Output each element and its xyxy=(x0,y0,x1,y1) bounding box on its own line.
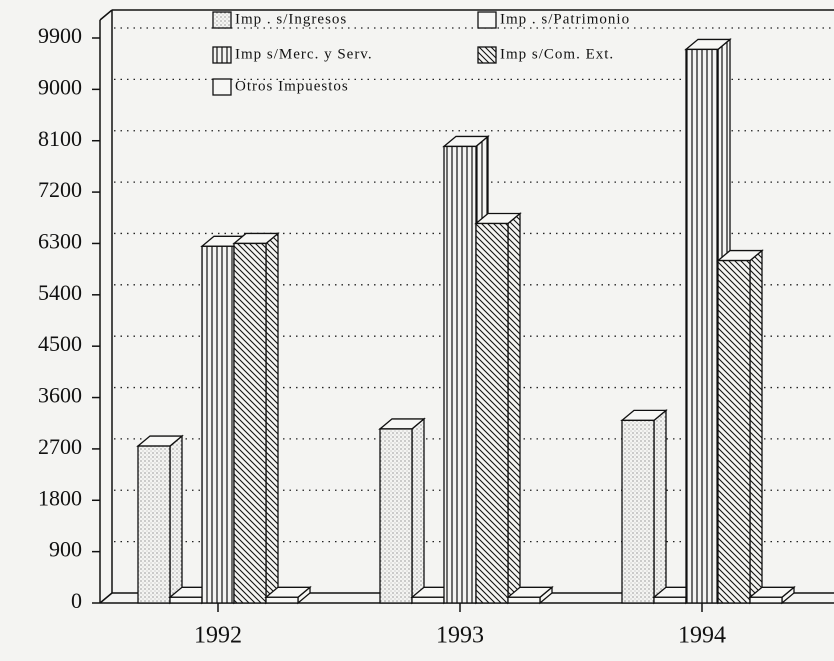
legend-label: Imp s/Merc. y Serv. xyxy=(235,46,373,62)
bar xyxy=(443,145,477,604)
bar xyxy=(411,596,445,604)
y-tick-label: 8100 xyxy=(38,126,82,151)
y-tick-label: 7200 xyxy=(38,177,82,202)
y-tick-label: 3600 xyxy=(38,383,82,408)
bar-side xyxy=(749,249,763,605)
legend-swatch xyxy=(212,11,232,29)
legend-swatch xyxy=(477,46,497,64)
y-tick-label: 5400 xyxy=(38,280,82,305)
legend-swatch xyxy=(477,11,497,29)
legend-label: Imp . s/Patrimonio xyxy=(500,11,630,27)
y-tick-label: 1800 xyxy=(38,485,82,510)
bar xyxy=(265,596,299,604)
y-tick-label: 4500 xyxy=(38,331,82,356)
legend-label: Imp s/Com. Ext. xyxy=(500,46,614,62)
bar xyxy=(685,48,719,604)
bar xyxy=(507,596,541,604)
x-tick-label: 1994 xyxy=(678,623,726,649)
bar-side xyxy=(411,417,425,605)
bar xyxy=(749,596,783,604)
x-tick-label: 1992 xyxy=(194,623,242,649)
bar xyxy=(379,428,413,604)
legend-swatch xyxy=(212,78,232,96)
y-tick-label: 9900 xyxy=(38,23,82,48)
bar xyxy=(621,419,655,604)
y-tick-label: 6300 xyxy=(38,229,82,254)
bar xyxy=(201,245,235,604)
bar xyxy=(653,596,687,604)
legend-swatch xyxy=(212,46,232,64)
bar xyxy=(169,596,203,604)
y-tick-label: 2700 xyxy=(38,434,82,459)
legend-label: Otros Impuestos xyxy=(235,78,349,94)
bar-side xyxy=(169,434,183,605)
bar xyxy=(233,242,267,604)
bar xyxy=(137,445,171,604)
bar-side xyxy=(265,232,279,605)
y-tick-label: 9000 xyxy=(38,74,82,99)
y-tick-label: 0 xyxy=(71,588,82,613)
bar xyxy=(475,222,509,604)
legend-label: Imp . s/Ingresos xyxy=(235,11,347,27)
bar-side xyxy=(507,212,521,605)
bar xyxy=(717,259,751,604)
x-tick-label: 1993 xyxy=(436,623,484,649)
y-tick-label: 900 xyxy=(49,537,82,562)
bar-side xyxy=(653,408,667,605)
